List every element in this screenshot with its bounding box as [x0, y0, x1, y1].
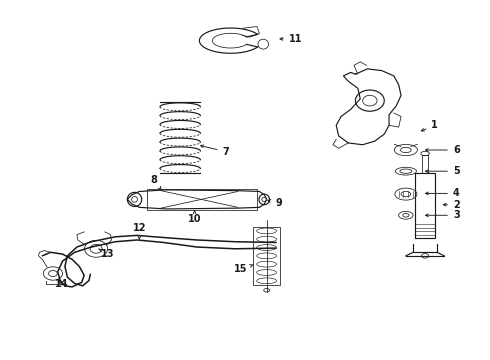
Text: 14: 14: [55, 279, 68, 289]
Bar: [416, 173, 435, 238]
Bar: [253, 227, 280, 285]
Text: 15: 15: [234, 264, 253, 274]
Text: 12: 12: [133, 222, 146, 239]
Text: 4: 4: [425, 188, 460, 198]
Text: 6: 6: [425, 145, 460, 155]
Text: 8: 8: [150, 175, 162, 190]
Text: 5: 5: [425, 166, 460, 176]
Bar: [147, 189, 257, 210]
Text: 11: 11: [280, 34, 302, 44]
Text: 9: 9: [268, 198, 282, 208]
Text: 1: 1: [421, 120, 438, 131]
Text: 2: 2: [443, 200, 460, 210]
Text: 13: 13: [98, 249, 115, 259]
Text: 7: 7: [201, 145, 229, 157]
Text: 10: 10: [188, 211, 201, 224]
Text: 3: 3: [425, 210, 460, 220]
